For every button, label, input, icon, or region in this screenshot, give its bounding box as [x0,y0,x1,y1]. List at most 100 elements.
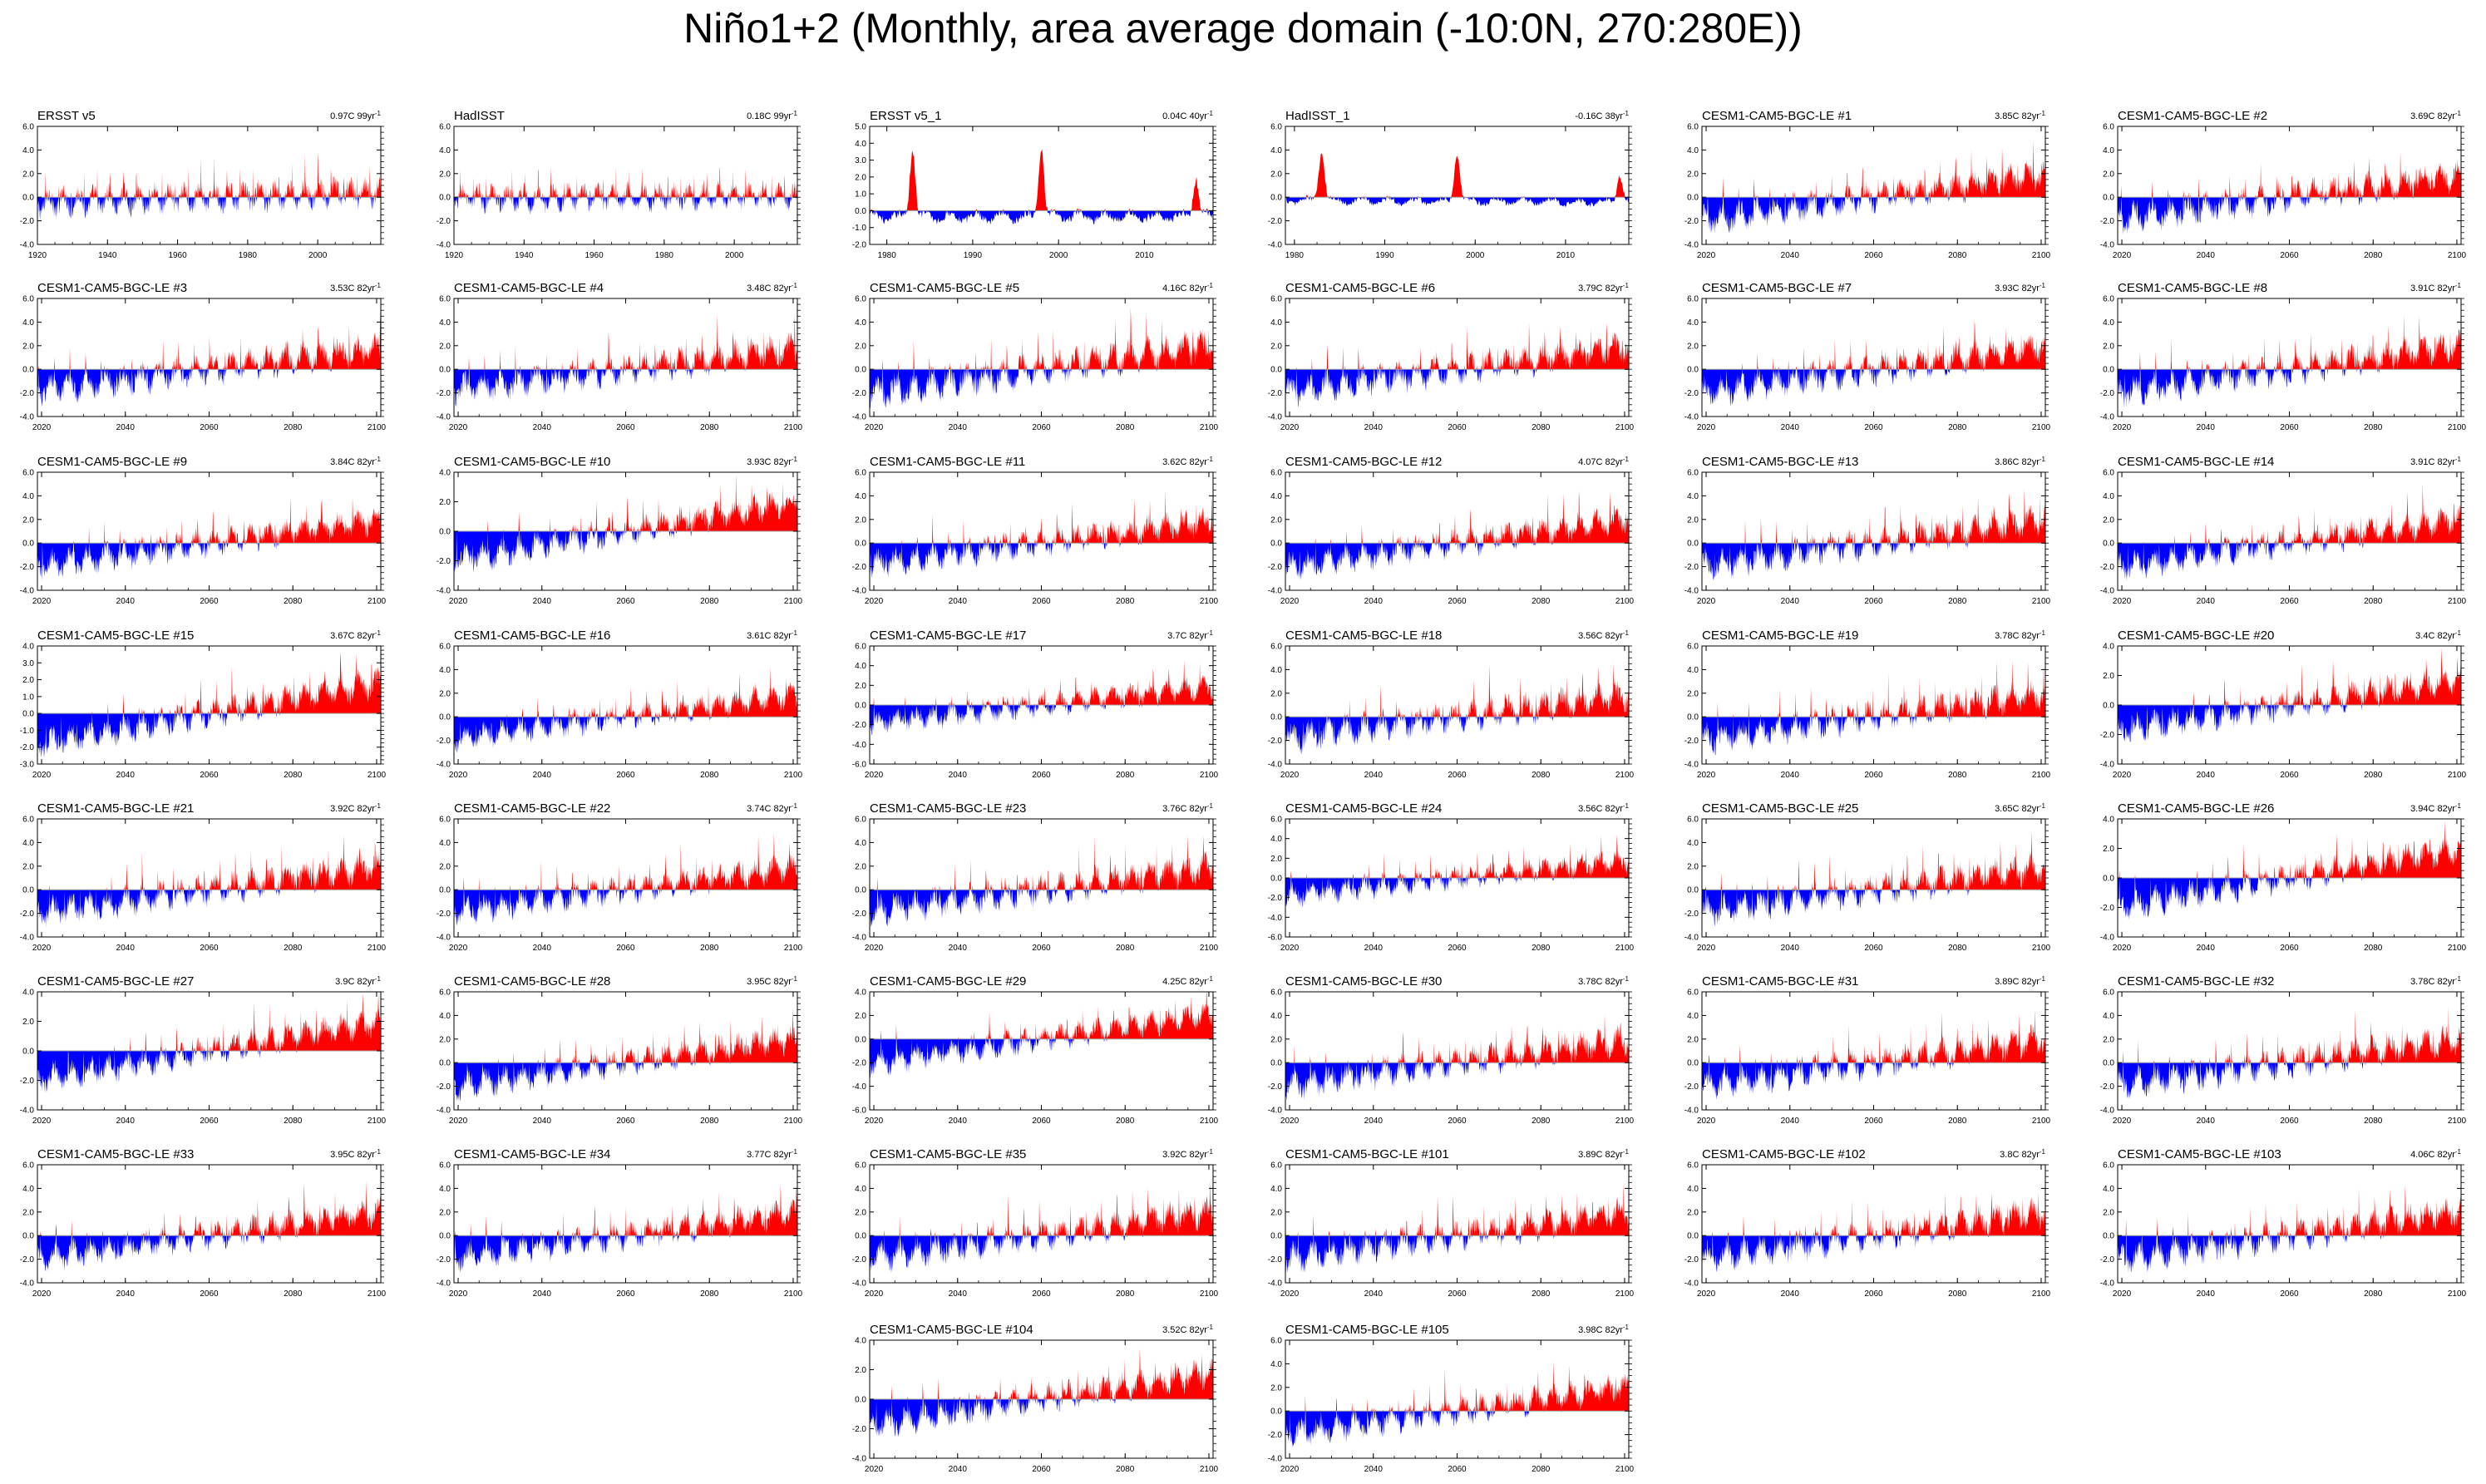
y-tick-label: 4.0 [439,1185,451,1194]
y-tick-label: -4.0 [20,1279,35,1289]
y-tick-label: 2.0 [1687,515,1699,525]
x-tick-label: 2020 [1697,423,1716,432]
x-tick-label: 2020 [865,944,884,953]
x-tick-label: 2080 [1116,1465,1135,1474]
panel-title: CESM1-CAM5-BGC-LE #28 [454,974,610,989]
chart-svg: CESM1-CAM5-BGC-LE #14 3.91C 82yr-1 6.0 4.0 2… [2100,455,2467,606]
y-tick-label: 3.0 [855,156,866,165]
panel-trend-stat: 3.53C 82yr-1 [330,282,381,293]
negative-anomaly-area [870,1038,1213,1077]
y-tick-label: 0.0 [2103,194,2114,203]
negative-anomaly-area [1285,197,1629,208]
panel-trend-stat: 3.91C 82yr-1 [2410,456,2461,467]
x-tick-label: 2060 [616,423,635,432]
negative-anomaly-area [1702,1235,2045,1273]
positive-anomaly-area [870,491,1213,544]
chart-svg: CESM1-CAM5-BGC-LE #31 3.89C 82yr-1 6.0 4.0 2… [1684,974,2051,1126]
y-tick-label: -4.0 [20,241,35,250]
x-tick-label: 2080 [700,944,719,953]
y-tick-label: -2.0 [1268,1082,1283,1092]
negative-anomaly-area [37,1235,381,1272]
y-tick-label: -4.0 [852,741,867,750]
panel-trend-stat: 3.94C 82yr-1 [2410,802,2461,814]
negative-anomaly-area [2118,878,2461,920]
y-tick-label: 2.0 [22,170,34,179]
positive-anomaly-area [870,1348,1213,1399]
y-tick-label: 2.0 [1687,170,1699,179]
x-tick-label: 2020 [1697,597,1716,606]
x-tick-label: 2060 [1032,423,1051,432]
panel-trend-stat: -0.16C 38yr-1 [1575,110,1629,121]
panel-trend-stat: 3.8C 82yr-1 [2000,1148,2045,1160]
x-tick-label: 2080 [1948,597,1967,606]
y-tick-label: 4.0 [22,492,34,501]
negative-anomaly-area [2118,705,2461,743]
y-tick-label: -2.0 [1268,737,1283,746]
y-tick-label: -4.0 [1684,587,1699,596]
chart-svg: CESM1-CAM5-BGC-LE #15 3.67C 82yr-1 4.0 3.0 2… [20,629,387,780]
panel-trend-stat: 3.84C 82yr-1 [330,456,381,467]
y-tick-label: -2.0 [1684,217,1699,226]
y-tick-label: 2.0 [1270,1383,1282,1393]
x-tick-label: 2100 [1200,1465,1219,1474]
chart-svg: CESM1-CAM5-BGC-LE #28 3.95C 82yr-1 6.0 4.0 2… [437,974,803,1126]
y-tick-label: -4.0 [852,587,867,596]
y-tick-label: 4.0 [1270,1360,1282,1369]
y-tick-label: 6.0 [1687,643,1699,652]
y-tick-label: 4.0 [439,146,451,155]
y-tick-label: 0.0 [855,540,866,549]
y-tick-label: -4.0 [437,1279,451,1289]
chart-svg: CESM1-CAM5-BGC-LE #29 4.25C 82yr-1 4.0 2.0 0… [852,974,1219,1126]
x-tick-label: 2100 [784,1117,803,1126]
x-tick-label: 2100 [2032,771,2051,780]
positive-anomaly-area [454,1184,797,1236]
chart-panel: ERSST v5_1 0.04C 40yr-1 5.0 4.0 3.0 2.0 1.0 0.0… [832,91,1223,270]
x-tick-label: 2020 [449,1117,468,1126]
chart-panel: CESM1-CAM5-BGC-LE #31 3.89C 82yr-1 6.0 4.0 2… [1665,957,2055,1136]
chart-panel: CESM1-CAM5-BGC-LE #35 3.92C 82yr-1 6.0 4.0 2… [832,1130,1223,1309]
panel-title: CESM1-CAM5-BGC-LE #105 [1285,1323,1449,1337]
x-tick-label: 2080 [1532,597,1551,606]
positive-anomaly-area [1702,831,2045,890]
x-tick-label: 2020 [1697,1289,1716,1299]
y-tick-label: 2.0 [439,342,451,351]
y-tick-label: 4.0 [22,318,34,328]
panel-title: CESM1-CAM5-BGC-LE #3 [37,281,187,295]
chart-panel: CESM1-CAM5-BGC-LE #103 4.06C 82yr-1 6.0 4.0… [2080,1130,2471,1309]
x-tick-label: 2060 [1864,251,1883,260]
negative-anomaly-area [2118,197,2461,235]
x-tick-label: 2060 [200,944,219,953]
y-tick-label: 4.0 [1687,318,1699,328]
x-tick-label: 2020 [449,597,468,606]
y-tick-label: -2.0 [852,1425,867,1434]
y-tick-label: -2.0 [2100,217,2115,226]
chart-svg: CESM1-CAM5-BGC-LE #101 3.89C 82yr-1 6.0 4.0… [1268,1147,1635,1299]
x-tick-label: 2020 [865,1117,884,1126]
x-tick-label: 2100 [784,597,803,606]
x-tick-label: 2060 [616,944,635,953]
y-tick-label: 6.0 [855,643,866,652]
chart-svg: CESM1-CAM5-BGC-LE #4 3.48C 82yr-1 6.0 4.0 2.… [437,281,803,432]
x-tick-label: 2060 [1448,1289,1467,1299]
y-tick-label: 2.0 [1687,689,1699,698]
x-tick-label: 2080 [1532,423,1551,432]
panel-title: CESM1-CAM5-BGC-LE #32 [2118,974,2274,989]
x-tick-label: 2080 [2364,944,2383,953]
y-tick-label: -4.0 [2100,761,2115,770]
panel-trend-stat: 3.95C 82yr-1 [747,975,797,987]
y-tick-label: 6.0 [439,123,451,132]
y-tick-label: 2.0 [1687,1035,1699,1044]
positive-anomaly-area [454,1008,797,1063]
positive-anomaly-area [454,833,797,890]
y-tick-label: -2.0 [2100,1255,2115,1265]
x-tick-label: 2100 [1615,771,1635,780]
y-tick-label: -2.0 [20,910,35,919]
panel-title: CESM1-CAM5-BGC-LE #12 [1285,455,1442,469]
positive-anomaly-area [870,308,1213,370]
x-tick-label: 2040 [2197,1289,2216,1299]
y-tick-label: -2.0 [1684,563,1699,572]
y-tick-label: 2.0 [855,682,866,691]
y-tick-label: 6.0 [1270,1161,1282,1171]
x-tick-label: 2100 [2032,1289,2051,1299]
